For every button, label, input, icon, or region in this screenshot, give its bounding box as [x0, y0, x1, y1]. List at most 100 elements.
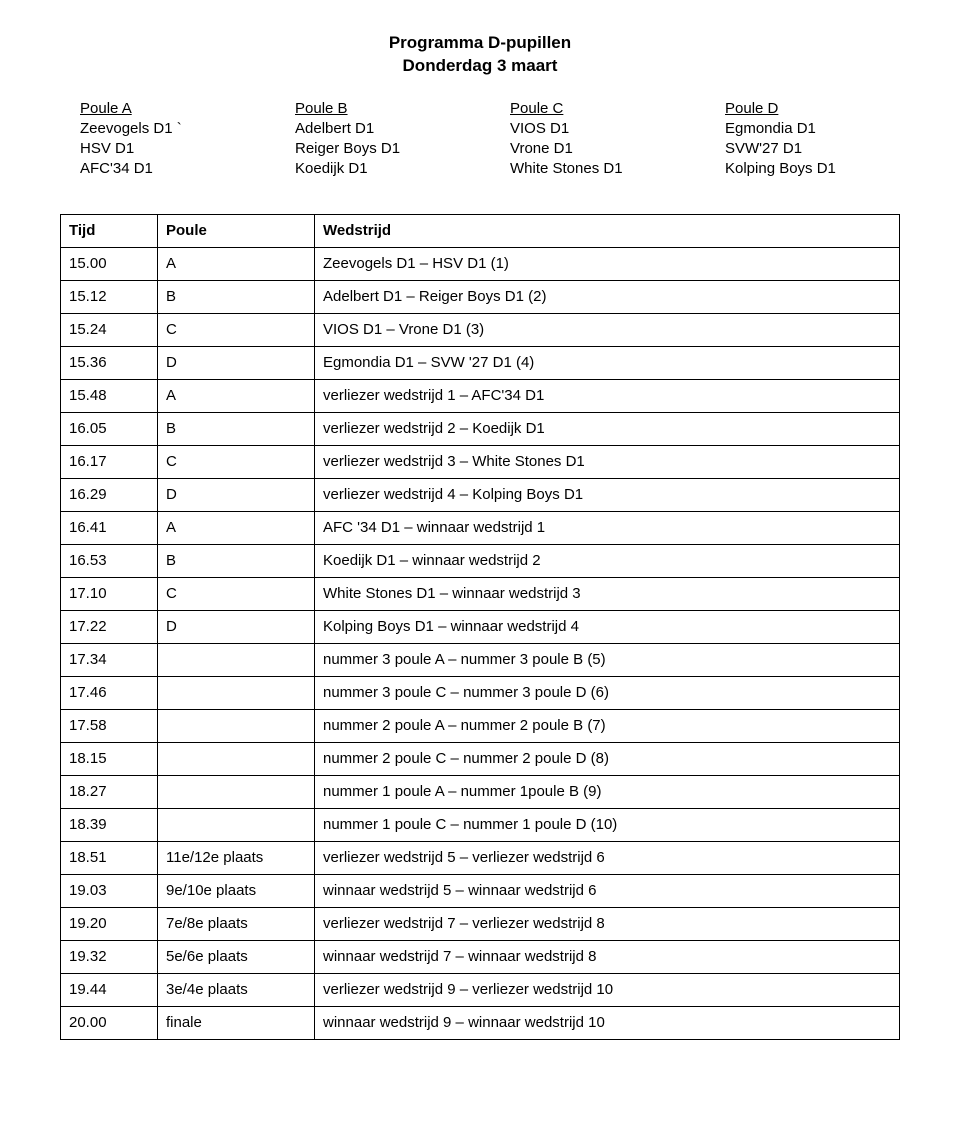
cell-wedstrijd: verliezer wedstrijd 9 – verliezer wedstr…: [315, 973, 900, 1006]
cell-poule: D: [158, 610, 315, 643]
title-line-2: Donderdag 3 maart: [60, 55, 900, 78]
table-header-row: Tijd Poule Wedstrijd: [61, 214, 900, 247]
cell-tijd: 16.29: [61, 478, 158, 511]
table-row: 18.5111e/12e plaatsverliezer wedstrijd 5…: [61, 841, 900, 874]
cell-wedstrijd: winnaar wedstrijd 7 – winnaar wedstrijd …: [315, 940, 900, 973]
table-row: 16.05Bverliezer wedstrijd 2 – Koedijk D1: [61, 412, 900, 445]
cell-tijd: 17.58: [61, 709, 158, 742]
cell-poule: 7e/8e plaats: [158, 907, 315, 940]
poule-team: Adelbert D1: [295, 119, 470, 139]
cell-tijd: 15.24: [61, 313, 158, 346]
poule-header: Poule C: [510, 100, 685, 117]
cell-tijd: 15.00: [61, 247, 158, 280]
cell-poule: [158, 709, 315, 742]
cell-wedstrijd: winnaar wedstrijd 9 – winnaar wedstrijd …: [315, 1006, 900, 1039]
cell-wedstrijd: nummer 3 poule C – nummer 3 poule D (6): [315, 676, 900, 709]
table-row: 16.17Cverliezer wedstrijd 3 – White Ston…: [61, 445, 900, 478]
cell-poule: A: [158, 379, 315, 412]
poule-team: Kolping Boys D1: [725, 159, 900, 179]
table-row: 15.00AZeevogels D1 – HSV D1 (1): [61, 247, 900, 280]
table-row: 20.00finalewinnaar wedstrijd 9 – winnaar…: [61, 1006, 900, 1039]
col-header-poule: Poule: [158, 214, 315, 247]
table-row: 18.15 nummer 2 poule C – nummer 2 poule D…: [61, 742, 900, 775]
cell-poule: [158, 676, 315, 709]
table-row: 17.34 nummer 3 poule A – nummer 3 poule B…: [61, 643, 900, 676]
cell-wedstrijd: Egmondia D1 – SVW '27 D1 (4): [315, 346, 900, 379]
poule-team: SVW'27 D1: [725, 139, 900, 159]
poule-col-b: Poule B Adelbert D1 Reiger Boys D1 Koedi…: [295, 100, 470, 180]
cell-tijd: 19.03: [61, 874, 158, 907]
table-row: 15.48Averliezer wedstrijd 1 – AFC'34 D1: [61, 379, 900, 412]
cell-tijd: 15.48: [61, 379, 158, 412]
cell-tijd: 17.34: [61, 643, 158, 676]
cell-wedstrijd: verliezer wedstrijd 4 – Kolping Boys D1: [315, 478, 900, 511]
cell-poule: finale: [158, 1006, 315, 1039]
cell-wedstrijd: verliezer wedstrijd 2 – Koedijk D1: [315, 412, 900, 445]
cell-poule: B: [158, 280, 315, 313]
cell-tijd: 16.05: [61, 412, 158, 445]
table-row: 15.12BAdelbert D1 – Reiger Boys D1 (2): [61, 280, 900, 313]
cell-poule: 5e/6e plaats: [158, 940, 315, 973]
cell-wedstrijd: nummer 3 poule A – nummer 3 poule B (5): [315, 643, 900, 676]
poule-team: Vrone D1: [510, 139, 685, 159]
table-row: 19.325e/6e plaatswinnaar wedstrijd 7 – w…: [61, 940, 900, 973]
poule-team: Koedijk D1: [295, 159, 470, 179]
table-row: 17.58 nummer 2 poule A – nummer 2 poule B…: [61, 709, 900, 742]
cell-poule: [158, 742, 315, 775]
cell-wedstrijd: VIOS D1 – Vrone D1 (3): [315, 313, 900, 346]
title-line-1: Programma D-pupillen: [60, 32, 900, 55]
cell-wedstrijd: nummer 2 poule C – nummer 2 poule D (8): [315, 742, 900, 775]
cell-wedstrijd: Koedijk D1 – winnaar wedstrijd 2: [315, 544, 900, 577]
table-row: 15.24CVIOS D1 – Vrone D1 (3): [61, 313, 900, 346]
cell-wedstrijd: Zeevogels D1 – HSV D1 (1): [315, 247, 900, 280]
poule-col-c: Poule C VIOS D1 Vrone D1 White Stones D1: [510, 100, 685, 180]
cell-tijd: 17.10: [61, 577, 158, 610]
poule-team: Reiger Boys D1: [295, 139, 470, 159]
cell-wedstrijd: winnaar wedstrijd 5 – winnaar wedstrijd …: [315, 874, 900, 907]
poule-team: White Stones D1: [510, 159, 685, 179]
cell-tijd: 18.15: [61, 742, 158, 775]
table-row: 17.10CWhite Stones D1 – winnaar wedstrij…: [61, 577, 900, 610]
cell-wedstrijd: verliezer wedstrijd 5 – verliezer wedstr…: [315, 841, 900, 874]
table-row: 19.039e/10e plaatswinnaar wedstrijd 5 – …: [61, 874, 900, 907]
poule-header: Poule A: [80, 100, 255, 117]
cell-wedstrijd: Adelbert D1 – Reiger Boys D1 (2): [315, 280, 900, 313]
table-row: 15.36DEgmondia D1 – SVW '27 D1 (4): [61, 346, 900, 379]
cell-tijd: 19.44: [61, 973, 158, 1006]
table-row: 17.46 nummer 3 poule C – nummer 3 poule D…: [61, 676, 900, 709]
cell-tijd: 18.27: [61, 775, 158, 808]
poule-col-d: Poule D Egmondia D1 SVW'27 D1 Kolping Bo…: [725, 100, 900, 180]
cell-tijd: 16.17: [61, 445, 158, 478]
cell-wedstrijd: White Stones D1 – winnaar wedstrijd 3: [315, 577, 900, 610]
cell-poule: C: [158, 445, 315, 478]
cell-wedstrijd: verliezer wedstrijd 1 – AFC'34 D1: [315, 379, 900, 412]
cell-poule: [158, 643, 315, 676]
table-row: 18.27 nummer 1 poule A – nummer 1poule B …: [61, 775, 900, 808]
cell-tijd: 16.41: [61, 511, 158, 544]
cell-wedstrijd: nummer 1 poule A – nummer 1poule B (9): [315, 775, 900, 808]
cell-poule: D: [158, 478, 315, 511]
table-row: 16.53BKoedijk D1 – winnaar wedstrijd 2: [61, 544, 900, 577]
cell-tijd: 16.53: [61, 544, 158, 577]
cell-poule: B: [158, 412, 315, 445]
cell-wedstrijd: nummer 2 poule A – nummer 2 poule B (7): [315, 709, 900, 742]
table-row: 19.443e/4e plaatsverliezer wedstrijd 9 –…: [61, 973, 900, 1006]
cell-poule: 11e/12e plaats: [158, 841, 315, 874]
col-header-wedstrijd: Wedstrijd: [315, 214, 900, 247]
cell-tijd: 18.51: [61, 841, 158, 874]
cell-poule: A: [158, 511, 315, 544]
cell-tijd: 18.39: [61, 808, 158, 841]
cell-wedstrijd: nummer 1 poule C – nummer 1 poule D (10): [315, 808, 900, 841]
cell-wedstrijd: Kolping Boys D1 – winnaar wedstrijd 4: [315, 610, 900, 643]
poule-col-a: Poule A Zeevogels D1 ` HSV D1 AFC'34 D1: [80, 100, 255, 180]
poule-team: Zeevogels D1 `: [80, 119, 255, 139]
cell-tijd: 17.46: [61, 676, 158, 709]
cell-tijd: 15.36: [61, 346, 158, 379]
table-row: 18.39 nummer 1 poule C – nummer 1 poule D…: [61, 808, 900, 841]
cell-poule: D: [158, 346, 315, 379]
schedule-table: Tijd Poule Wedstrijd 15.00AZeevogels D1 …: [60, 214, 900, 1040]
cell-poule: B: [158, 544, 315, 577]
cell-poule: 3e/4e plaats: [158, 973, 315, 1006]
table-row: 17.22DKolping Boys D1 – winnaar wedstrij…: [61, 610, 900, 643]
cell-poule: A: [158, 247, 315, 280]
